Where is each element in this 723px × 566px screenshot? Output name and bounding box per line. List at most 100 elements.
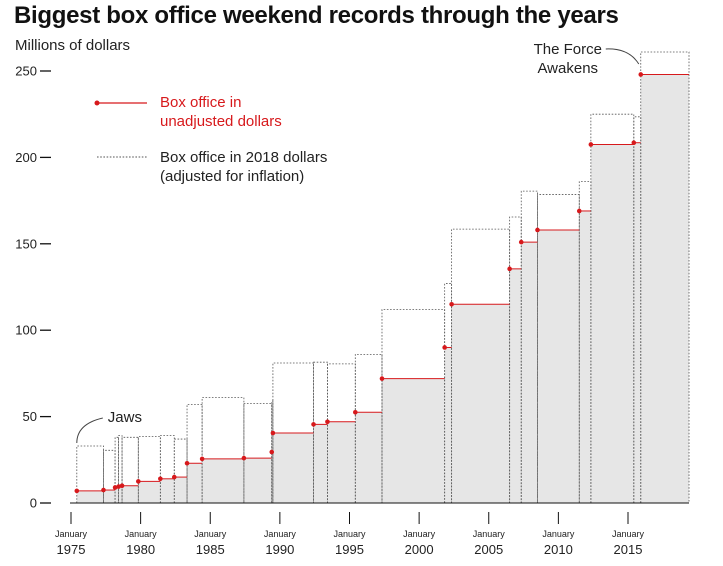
unadjusted-point	[158, 476, 163, 482]
legend: Box office in unadjusted dollars Box offic…	[94, 94, 327, 185]
unadjusted-point	[449, 301, 454, 307]
force-awakens-leader	[605, 48, 640, 65]
unadjusted-point	[353, 409, 358, 415]
unadjusted-point	[119, 483, 125, 489]
x-tick-month: January	[333, 529, 366, 539]
fill-block	[355, 412, 382, 503]
jaws-leader	[76, 417, 103, 443]
unadjusted-point	[241, 455, 247, 461]
fill-block	[103, 490, 116, 503]
area-fills	[76, 74, 689, 504]
fill-block	[272, 433, 314, 503]
adjusted-step	[509, 216, 522, 503]
fill-block	[633, 142, 641, 503]
unadjusted-point	[442, 345, 447, 350]
adjusted-step	[159, 435, 175, 503]
fill-block	[537, 229, 580, 503]
fill-block	[174, 477, 188, 503]
x-tick-month: January	[264, 529, 297, 539]
fill-block	[640, 74, 689, 504]
annotations: Jaws The Force Awakens	[76, 41, 640, 443]
fill-block	[451, 304, 510, 503]
fill-block	[444, 347, 452, 503]
adjusted-step	[537, 194, 580, 503]
fill-block	[115, 487, 119, 503]
x-tick-year: 1985	[196, 542, 225, 557]
fill-block	[313, 424, 328, 503]
x-tick-year: 1995	[335, 542, 364, 557]
unadjusted-point	[379, 376, 385, 381]
adjusted-step	[520, 190, 538, 503]
jaws-label: Jaws	[108, 409, 142, 426]
x-tick-year: 1980	[126, 542, 155, 557]
adjusted-step	[590, 113, 635, 503]
unadjusted-point	[518, 239, 524, 245]
y-tick-label: 0	[30, 496, 37, 511]
fill-block	[381, 378, 445, 503]
fill-block	[590, 144, 634, 503]
fill-block	[138, 481, 161, 503]
x-tick-year: 2010	[544, 542, 573, 557]
y-tick-label: 150	[15, 236, 37, 251]
adjusted-step	[114, 436, 119, 503]
adjusted-step	[186, 404, 203, 503]
unadjusted-point	[576, 208, 582, 214]
x-tick-year: 1990	[265, 542, 294, 557]
axes: 0 50 100 150 200 250 January 1975 January 1980 Jan…	[15, 64, 689, 557]
fill-block	[521, 242, 538, 503]
unadjusted-point	[136, 479, 141, 484]
legend-unadjusted-label: unadjusted dollars	[160, 113, 282, 130]
adjusted-step	[640, 51, 690, 503]
unadjusted-point	[199, 456, 205, 462]
y-tick-label: 50	[23, 409, 37, 424]
unadjusted-point	[269, 449, 275, 455]
x-tick-month: January	[473, 529, 506, 539]
x-tick-year: 2000	[405, 542, 434, 557]
x-tick-year: 2015	[614, 542, 643, 557]
y-tick-label: 200	[15, 150, 37, 165]
fill-block	[160, 478, 175, 503]
unadjusted-point	[74, 488, 80, 494]
adjusted-step	[76, 445, 104, 503]
x-tick-month: January	[194, 529, 227, 539]
adjusted-step	[121, 436, 139, 503]
unadjusted-point	[184, 460, 190, 466]
fill-block	[187, 463, 203, 503]
fill-block	[76, 490, 104, 503]
y-axis-label: Millions of dollars	[15, 37, 130, 54]
fill-block	[122, 485, 139, 503]
unadjusted-point	[116, 484, 121, 489]
unadjusted-point	[171, 474, 177, 480]
x-tick-month: January	[55, 529, 88, 539]
unadjusted-point	[631, 140, 637, 146]
y-tick-label: 100	[15, 323, 37, 338]
unadjusted-point	[588, 142, 594, 147]
unadjusted-point	[311, 422, 316, 427]
x-tick-month: January	[542, 529, 575, 539]
fill-block	[327, 421, 356, 503]
legend-adjusted-label: Box office in 2018 dollars	[160, 149, 327, 166]
x-tick-year: 2005	[474, 542, 503, 557]
chart-title: Biggest box office weekend records throu…	[14, 2, 619, 29]
force-awakens-label: The Force	[534, 41, 602, 58]
unadjusted-point	[638, 72, 644, 77]
unadjusted-point	[270, 430, 276, 436]
fill-block	[118, 486, 123, 503]
legend-unadjusted-dot	[94, 100, 100, 106]
legend-adjusted-label: (adjusted for inflation)	[160, 168, 304, 185]
unadjusted-point	[325, 419, 330, 425]
y-tick-label: 250	[15, 64, 37, 79]
legend-unadjusted-label: Box office in	[160, 94, 241, 111]
unadjusted-point	[101, 487, 106, 493]
x-tick-year: 1975	[57, 542, 86, 557]
fill-block	[271, 452, 273, 503]
x-tick-month: January	[125, 529, 158, 539]
fill-block	[509, 268, 522, 503]
x-tick-month: January	[612, 529, 645, 539]
fill-block	[202, 458, 244, 503]
x-tick-month: January	[403, 529, 436, 539]
unadjusted-point	[535, 227, 540, 233]
unadjusted-steps	[74, 72, 689, 494]
unadjusted-point	[112, 485, 118, 490]
